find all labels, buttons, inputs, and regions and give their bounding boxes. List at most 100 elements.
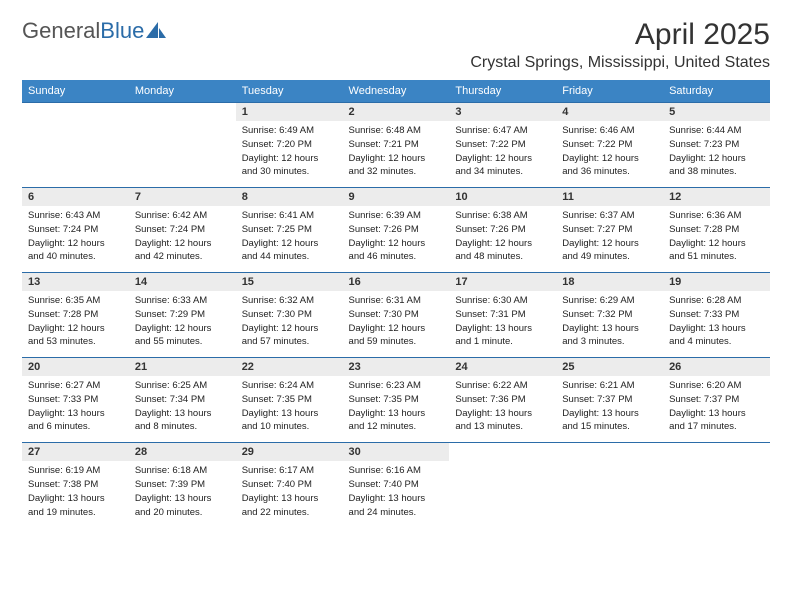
daylight-text: Daylight: 13 hours and 19 minutes.: [28, 492, 123, 520]
daylight-text: Daylight: 12 hours and 32 minutes.: [349, 152, 444, 180]
logo-sail-icon: [146, 22, 166, 40]
day-number: 16: [343, 273, 450, 292]
sunrise-text: Sunrise: 6:48 AM: [349, 124, 444, 138]
daylight-text: Daylight: 13 hours and 4 minutes.: [669, 322, 764, 350]
calendar-body: 1 23 45 Sunrise: 6:49 AMSunset: 7:20 PMDayl…: [22, 103, 770, 528]
sunset-text: Sunset: 7:36 PM: [455, 393, 550, 407]
day-cell: Sunrise: 6:38 AMSunset: 7:26 PMDaylight:…: [449, 206, 556, 273]
day-number: 4: [556, 103, 663, 122]
day-cell: Sunrise: 6:28 AMSunset: 7:33 PMDaylight:…: [663, 291, 770, 358]
empty-cell: [449, 443, 556, 462]
day-number: 3: [449, 103, 556, 122]
sunrise-text: Sunrise: 6:47 AM: [455, 124, 550, 138]
sunset-text: Sunset: 7:33 PM: [669, 308, 764, 322]
week-number-row: 27282930: [22, 443, 770, 462]
calendar-table: SundayMondayTuesdayWednesdayThursdayFrid…: [22, 80, 770, 527]
day-number: 21: [129, 358, 236, 377]
daylight-text: Daylight: 12 hours and 48 minutes.: [455, 237, 550, 265]
day-cell: Sunrise: 6:44 AMSunset: 7:23 PMDaylight:…: [663, 121, 770, 188]
month-title: April 2025: [470, 18, 770, 52]
day-cell: Sunrise: 6:27 AMSunset: 7:33 PMDaylight:…: [22, 376, 129, 443]
day-number: 14: [129, 273, 236, 292]
day-number: 5: [663, 103, 770, 122]
daylight-text: Daylight: 13 hours and 6 minutes.: [28, 407, 123, 435]
day-cell: Sunrise: 6:22 AMSunset: 7:36 PMDaylight:…: [449, 376, 556, 443]
week-body-row: Sunrise: 6:35 AMSunset: 7:28 PMDaylight:…: [22, 291, 770, 358]
empty-cell: [22, 121, 129, 188]
day-number: 25: [556, 358, 663, 377]
day-cell: Sunrise: 6:19 AMSunset: 7:38 PMDaylight:…: [22, 461, 129, 527]
day-number: 1: [236, 103, 343, 122]
sunrise-text: Sunrise: 6:31 AM: [349, 294, 444, 308]
empty-cell: [449, 461, 556, 527]
sunset-text: Sunset: 7:21 PM: [349, 138, 444, 152]
day-cell: Sunrise: 6:20 AMSunset: 7:37 PMDaylight:…: [663, 376, 770, 443]
day-number: 27: [22, 443, 129, 462]
sunrise-text: Sunrise: 6:27 AM: [28, 379, 123, 393]
daylight-text: Daylight: 13 hours and 3 minutes.: [562, 322, 657, 350]
daylight-text: Daylight: 12 hours and 44 minutes.: [242, 237, 337, 265]
daylight-text: Daylight: 12 hours and 38 minutes.: [669, 152, 764, 180]
sunrise-text: Sunrise: 6:38 AM: [455, 209, 550, 223]
sunset-text: Sunset: 7:31 PM: [455, 308, 550, 322]
day-header: Thursday: [449, 80, 556, 103]
sunset-text: Sunset: 7:22 PM: [562, 138, 657, 152]
sunrise-text: Sunrise: 6:33 AM: [135, 294, 230, 308]
brand-part2: Blue: [100, 18, 144, 44]
daylight-text: Daylight: 12 hours and 34 minutes.: [455, 152, 550, 180]
day-cell: Sunrise: 6:30 AMSunset: 7:31 PMDaylight:…: [449, 291, 556, 358]
sunset-text: Sunset: 7:40 PM: [242, 478, 337, 492]
empty-cell: [663, 443, 770, 462]
sunrise-text: Sunrise: 6:22 AM: [455, 379, 550, 393]
day-cell: Sunrise: 6:25 AMSunset: 7:34 PMDaylight:…: [129, 376, 236, 443]
day-cell: Sunrise: 6:31 AMSunset: 7:30 PMDaylight:…: [343, 291, 450, 358]
daylight-text: Daylight: 12 hours and 51 minutes.: [669, 237, 764, 265]
sunset-text: Sunset: 7:35 PM: [242, 393, 337, 407]
day-cell: Sunrise: 6:43 AMSunset: 7:24 PMDaylight:…: [22, 206, 129, 273]
daylight-text: Daylight: 13 hours and 20 minutes.: [135, 492, 230, 520]
daylight-text: Daylight: 12 hours and 40 minutes.: [28, 237, 123, 265]
sunrise-text: Sunrise: 6:18 AM: [135, 464, 230, 478]
sunrise-text: Sunrise: 6:32 AM: [242, 294, 337, 308]
day-number: 11: [556, 188, 663, 207]
sunrise-text: Sunrise: 6:46 AM: [562, 124, 657, 138]
daylight-text: Daylight: 12 hours and 59 minutes.: [349, 322, 444, 350]
day-header: Sunday: [22, 80, 129, 103]
sunset-text: Sunset: 7:30 PM: [349, 308, 444, 322]
sunset-text: Sunset: 7:24 PM: [28, 223, 123, 237]
title-block: April 2025 Crystal Springs, Mississippi,…: [470, 18, 770, 72]
daylight-text: Daylight: 12 hours and 49 minutes.: [562, 237, 657, 265]
day-number: 29: [236, 443, 343, 462]
day-cell: Sunrise: 6:49 AMSunset: 7:20 PMDaylight:…: [236, 121, 343, 188]
empty-cell: [129, 103, 236, 122]
daylight-text: Daylight: 12 hours and 36 minutes.: [562, 152, 657, 180]
sunrise-text: Sunrise: 6:23 AM: [349, 379, 444, 393]
sunrise-text: Sunrise: 6:35 AM: [28, 294, 123, 308]
sunset-text: Sunset: 7:24 PM: [135, 223, 230, 237]
sunset-text: Sunset: 7:28 PM: [28, 308, 123, 322]
sunset-text: Sunset: 7:25 PM: [242, 223, 337, 237]
day-cell: Sunrise: 6:23 AMSunset: 7:35 PMDaylight:…: [343, 376, 450, 443]
daylight-text: Daylight: 13 hours and 12 minutes.: [349, 407, 444, 435]
daylight-text: Daylight: 12 hours and 53 minutes.: [28, 322, 123, 350]
sunrise-text: Sunrise: 6:25 AM: [135, 379, 230, 393]
day-number: 9: [343, 188, 450, 207]
week-number-row: 6789101112: [22, 188, 770, 207]
week-body-row: Sunrise: 6:49 AMSunset: 7:20 PMDaylight:…: [22, 121, 770, 188]
sunset-text: Sunset: 7:22 PM: [455, 138, 550, 152]
daylight-text: Daylight: 13 hours and 24 minutes.: [349, 492, 444, 520]
sunset-text: Sunset: 7:27 PM: [562, 223, 657, 237]
week-body-row: Sunrise: 6:43 AMSunset: 7:24 PMDaylight:…: [22, 206, 770, 273]
daylight-text: Daylight: 13 hours and 8 minutes.: [135, 407, 230, 435]
location: Crystal Springs, Mississippi, United Sta…: [470, 54, 770, 72]
sunset-text: Sunset: 7:30 PM: [242, 308, 337, 322]
sunset-text: Sunset: 7:29 PM: [135, 308, 230, 322]
day-number: 23: [343, 358, 450, 377]
day-cell: Sunrise: 6:42 AMSunset: 7:24 PMDaylight:…: [129, 206, 236, 273]
day-number: 18: [556, 273, 663, 292]
sunset-text: Sunset: 7:37 PM: [562, 393, 657, 407]
daylight-text: Daylight: 12 hours and 55 minutes.: [135, 322, 230, 350]
sunrise-text: Sunrise: 6:29 AM: [562, 294, 657, 308]
day-number: 24: [449, 358, 556, 377]
daylight-text: Daylight: 12 hours and 30 minutes.: [242, 152, 337, 180]
